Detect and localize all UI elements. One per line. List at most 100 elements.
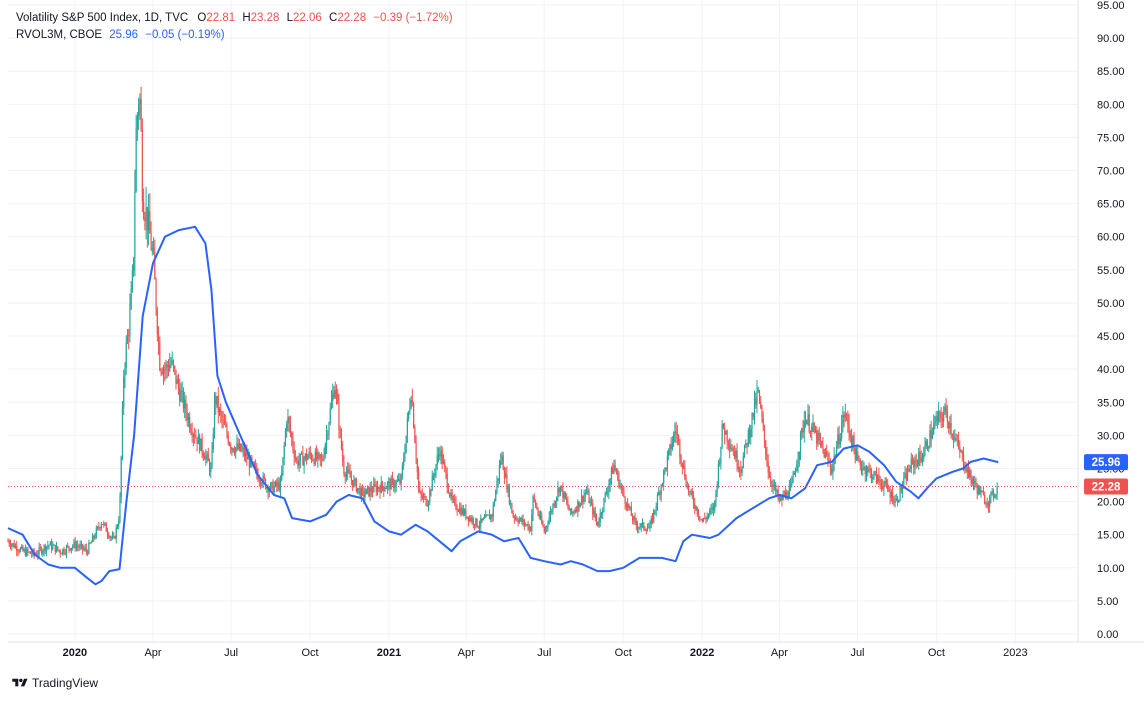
candle-body	[817, 433, 819, 444]
candle-body	[575, 510, 578, 512]
candle-body	[454, 498, 456, 500]
candle-body	[510, 503, 512, 504]
candle-body	[159, 341, 161, 371]
candle-body	[547, 523, 549, 526]
candle-body	[625, 504, 627, 508]
candle-body	[668, 449, 670, 457]
candle-body	[136, 116, 138, 129]
candle-body	[218, 409, 221, 413]
candle-body	[804, 421, 807, 425]
candle-body	[670, 444, 672, 450]
candle-body	[226, 426, 228, 435]
candle-body	[893, 502, 895, 504]
candle-body	[643, 522, 645, 529]
candle-body	[822, 446, 824, 449]
candle-body	[821, 441, 823, 447]
candle-body	[724, 427, 726, 435]
candle-body	[310, 454, 313, 460]
candle-body	[365, 488, 367, 495]
candle-body	[286, 423, 288, 431]
candle-body	[126, 334, 129, 343]
candle-body	[719, 462, 721, 465]
candle-body	[559, 485, 562, 493]
candle-body	[13, 543, 15, 548]
candle-body	[211, 449, 213, 467]
candle-body	[598, 522, 600, 526]
candle-body	[22, 546, 24, 551]
candle-body	[174, 366, 176, 370]
candle-body	[734, 451, 736, 459]
candle-body	[452, 498, 455, 500]
candle-body	[884, 480, 886, 485]
candle-body	[704, 518, 706, 519]
candle-body	[14, 545, 17, 548]
candle-body	[49, 542, 51, 546]
candle-body	[468, 517, 471, 521]
candle-body	[381, 481, 384, 487]
candle-body	[572, 511, 574, 514]
candle-body	[735, 450, 737, 459]
candle-body	[743, 444, 746, 456]
candle-body	[409, 407, 411, 412]
candle-body	[64, 552, 66, 554]
candle-body	[57, 546, 59, 550]
candle-body	[528, 526, 530, 530]
legend-overlay-row[interactable]: RVOL3M, CBOE 25.96 −0.05 (−0.19%)	[16, 27, 453, 44]
candle-body	[186, 412, 188, 421]
candle-body	[337, 393, 339, 404]
tradingview-attribution[interactable]: TradingView	[12, 676, 98, 690]
candle-body	[641, 522, 644, 524]
candle-body	[858, 459, 860, 461]
candle-body	[442, 461, 445, 464]
candle-body	[350, 477, 352, 481]
candle-body	[888, 489, 890, 492]
candle-body	[758, 389, 761, 402]
candle-body	[930, 430, 932, 439]
candle-body	[557, 488, 559, 498]
candle-body	[587, 491, 589, 493]
candle-body	[75, 545, 78, 548]
candle-body	[527, 524, 529, 530]
candle-body	[911, 458, 914, 460]
candle-layer	[7, 86, 998, 560]
candle-body	[741, 467, 743, 473]
legend-main-row[interactable]: Volatility S&P 500 Index, 1D, TVC O22.81…	[16, 10, 453, 27]
candle-body	[422, 496, 425, 498]
legend-c-value: 22.28	[337, 12, 367, 24]
price-label-box	[1084, 478, 1128, 495]
candle-body	[584, 493, 586, 496]
candle-body	[585, 492, 588, 494]
candle-body	[899, 486, 901, 501]
candle-body	[836, 446, 838, 457]
candle-body	[747, 430, 749, 446]
candle-body	[640, 523, 642, 527]
candle-body	[808, 414, 810, 432]
candle-body	[480, 518, 482, 526]
candle-body	[986, 503, 988, 505]
candle-body	[868, 467, 870, 469]
candle-body	[124, 367, 126, 377]
candle-body	[730, 448, 732, 449]
candle-body	[772, 484, 774, 487]
candle-body	[113, 536, 115, 538]
candle-body	[447, 487, 450, 494]
y-tick-label: 35.00	[1097, 397, 1125, 409]
candle-body	[426, 504, 428, 507]
candle-body	[955, 437, 957, 441]
candle-body	[965, 469, 967, 472]
candle-body	[156, 310, 158, 334]
candle-body	[114, 536, 116, 539]
candle-body	[133, 257, 135, 271]
candle-body	[848, 423, 850, 434]
legend-overlay-name: RVOL3M, CBOE	[16, 29, 103, 41]
candle-body	[633, 517, 635, 521]
candle-body	[78, 546, 80, 548]
candle-body	[446, 473, 448, 488]
candle-body	[80, 544, 83, 546]
candle-body	[43, 545, 45, 552]
candle-body	[529, 526, 532, 532]
candle-body	[258, 480, 260, 482]
candle-body	[144, 218, 146, 222]
